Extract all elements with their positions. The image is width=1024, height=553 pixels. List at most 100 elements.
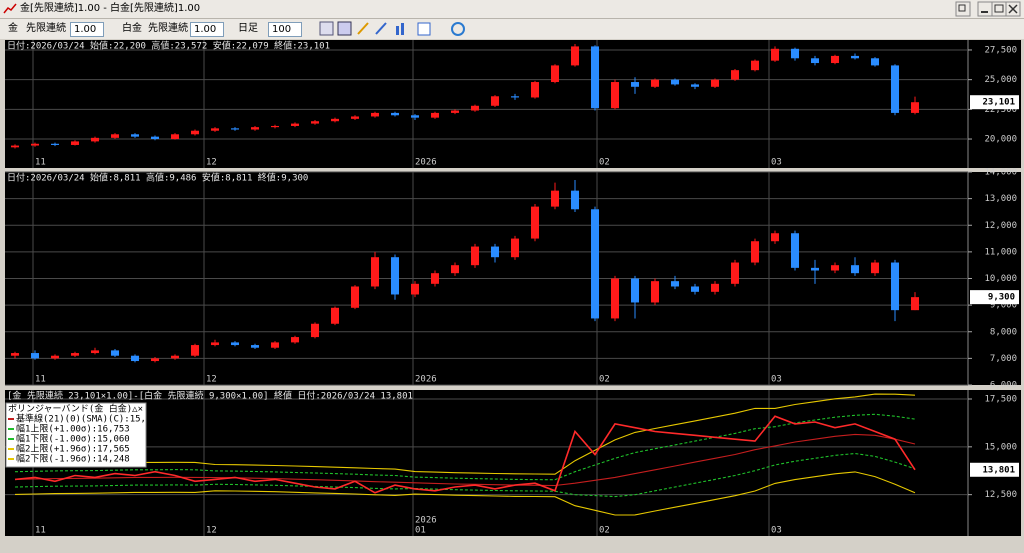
candle-body [211, 342, 219, 346]
last-value-box [970, 290, 1019, 305]
symbol[interactable]: 金 [8, 23, 18, 34]
candle-body [31, 353, 39, 359]
candle-body [651, 79, 659, 87]
candle-body [911, 297, 919, 311]
y-tick-label: 8,000 [990, 327, 1017, 337]
x-tick-label: 12 [206, 158, 217, 168]
candle-body [711, 283, 719, 292]
candle-body [771, 48, 779, 61]
candle-body [271, 342, 279, 348]
y-tick-label: 11,000 [984, 247, 1017, 257]
x-tick-label: 11 [35, 158, 46, 168]
candle-body [511, 238, 519, 258]
candle-body [851, 265, 859, 274]
candle-body [611, 278, 619, 319]
candle-body [11, 353, 19, 356]
candle-body [571, 46, 579, 66]
candle-body [671, 281, 679, 287]
x-tick-label: 11 [35, 375, 46, 385]
candle-body [171, 134, 179, 140]
candle-body [91, 137, 99, 142]
candle-body [891, 65, 899, 113]
y-tick-label: 9,000 [990, 301, 1017, 311]
y-tick-label: 17,500 [984, 394, 1017, 404]
symbol[interactable]: 白金 [122, 23, 142, 34]
candle-body [11, 145, 19, 148]
candle-body [411, 115, 419, 118]
candle-body [831, 55, 839, 64]
legend-entry: 幅1上限(+1.00σ):16,753 [16, 423, 130, 435]
count-input[interactable]: 100 [268, 22, 302, 37]
candle-body [91, 350, 99, 354]
candle-body [891, 262, 899, 311]
contract[interactable]: 先限連続 [148, 23, 188, 34]
last-value-label: 23,101 [982, 98, 1015, 108]
candle-body [791, 48, 799, 59]
candle-body [551, 190, 559, 207]
candle-body [711, 79, 719, 87]
candle-body [151, 136, 159, 140]
candle-body [51, 143, 59, 145]
multiplier-input[interactable]: 1.00 [70, 22, 104, 37]
candle-body [271, 125, 279, 128]
candle-body [471, 105, 479, 111]
candle-body [851, 55, 859, 59]
candle-body [391, 112, 399, 116]
window-buttons[interactable] [955, 1, 1021, 17]
candle-body [531, 82, 539, 98]
series-line [14, 415, 916, 494]
candle-body [731, 262, 739, 284]
period[interactable]: 日足 [238, 23, 258, 34]
candle-body [911, 102, 919, 113]
x-tick-label: 12 [206, 375, 217, 385]
candle-body [291, 337, 299, 343]
multiplier-input[interactable]: 1.00 [190, 22, 224, 37]
x-tick-label: 03 [771, 526, 782, 536]
candle-body [251, 127, 259, 130]
last-value-label: 9,300 [988, 293, 1015, 303]
y-tick-label: 25,000 [984, 75, 1017, 85]
tool-icons[interactable] [318, 20, 478, 38]
candle-body [311, 121, 319, 124]
candle-body [671, 79, 679, 85]
candle-body [191, 345, 199, 356]
y-tick-label: 6,000 [990, 381, 1017, 391]
candle-body [871, 58, 879, 66]
candle-body [231, 342, 239, 346]
candle-body [351, 286, 359, 308]
contract[interactable]: 先限連続 [26, 23, 66, 34]
candle-body [71, 141, 79, 145]
candle-body [431, 112, 439, 118]
candle-body [311, 323, 319, 338]
last-value-box [970, 95, 1019, 110]
legend-entry: 幅2上限(+1.96σ):17,565 [16, 443, 130, 455]
y-tick-label: 12,500 [984, 490, 1017, 500]
last-value-label: 13,801 [982, 465, 1015, 475]
year-label: 2026 [415, 516, 437, 526]
candle-body [371, 112, 379, 117]
candle-body [471, 246, 479, 266]
x-tick-label: 02 [599, 526, 610, 536]
legend-title: ボリンジャーバンド(金 白金)△× [8, 403, 143, 415]
candle-body [511, 96, 519, 98]
candle-body [411, 283, 419, 295]
last-value-box [970, 462, 1019, 477]
candle-body [31, 143, 39, 146]
candle-body [151, 358, 159, 362]
legend-entry: 幅1下限(-1.00σ):15,060 [16, 433, 130, 445]
title-bar: 金[先限連続]1.00 - 白金[先限連続]1.00 [0, 0, 1024, 19]
candle-body [491, 246, 499, 258]
candle-body [591, 209, 599, 319]
candle-body [131, 355, 139, 362]
candle-body [291, 123, 299, 126]
candle-body [111, 350, 119, 356]
candle-body [811, 58, 819, 64]
candle-body [171, 355, 179, 359]
candle-body [731, 70, 739, 80]
y-tick-label: 14,000 [984, 168, 1017, 178]
candle-body [631, 278, 639, 303]
candle-body [611, 82, 619, 109]
candle-body [751, 241, 759, 263]
